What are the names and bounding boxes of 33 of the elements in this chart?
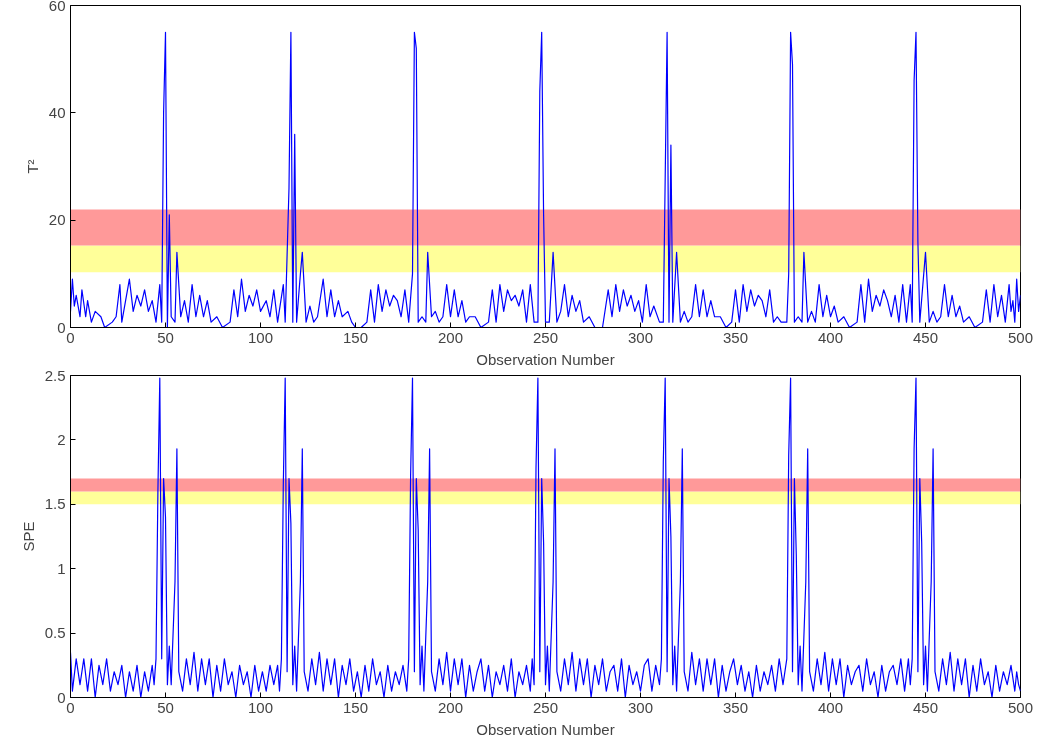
x-tick-label: 100 xyxy=(247,698,274,716)
x-tick-label: 400 xyxy=(817,328,844,346)
y-tick-label: 1.5 xyxy=(44,495,66,513)
x-tick-label: 450 xyxy=(912,328,939,346)
x-axis-title: Observation Number xyxy=(476,350,615,368)
x-tick-label: 50 xyxy=(157,328,174,346)
y-axis-title: SPE xyxy=(19,521,37,552)
x-tick-label: 50 xyxy=(157,698,174,716)
x-tick-label: 200 xyxy=(437,698,464,716)
x-tick-label: 350 xyxy=(722,698,749,716)
x-tick-label: 500 xyxy=(1007,328,1034,346)
y-tick-label: 2.5 xyxy=(44,366,66,384)
y-tick-label: 1 xyxy=(57,559,66,577)
line-series xyxy=(70,377,1021,698)
y-tick-label: 40 xyxy=(48,103,66,121)
x-tick-label: 300 xyxy=(627,698,654,716)
x-tick-label: 350 xyxy=(722,328,749,346)
x-tick-label: 250 xyxy=(532,328,559,346)
x-tick-label: 500 xyxy=(1007,698,1034,716)
x-tick-label: 100 xyxy=(247,328,274,346)
y-tick-label: 0.5 xyxy=(44,624,66,642)
y-tick-label: 20 xyxy=(48,211,66,229)
y-axis-title: T² xyxy=(23,159,41,174)
x-axis-title: Observation Number xyxy=(476,720,615,738)
x-tick-label: 200 xyxy=(437,328,464,346)
x-tick-label: 250 xyxy=(532,698,559,716)
x-tick-label: 400 xyxy=(817,698,844,716)
x-tick-label: 450 xyxy=(912,698,939,716)
x-tick-label: 150 xyxy=(342,328,369,346)
y-tick-label: 2 xyxy=(57,430,66,448)
x-tick-label: 300 xyxy=(627,328,654,346)
x-tick-label: 150 xyxy=(342,698,369,716)
y-tick-label: 60 xyxy=(48,0,66,14)
